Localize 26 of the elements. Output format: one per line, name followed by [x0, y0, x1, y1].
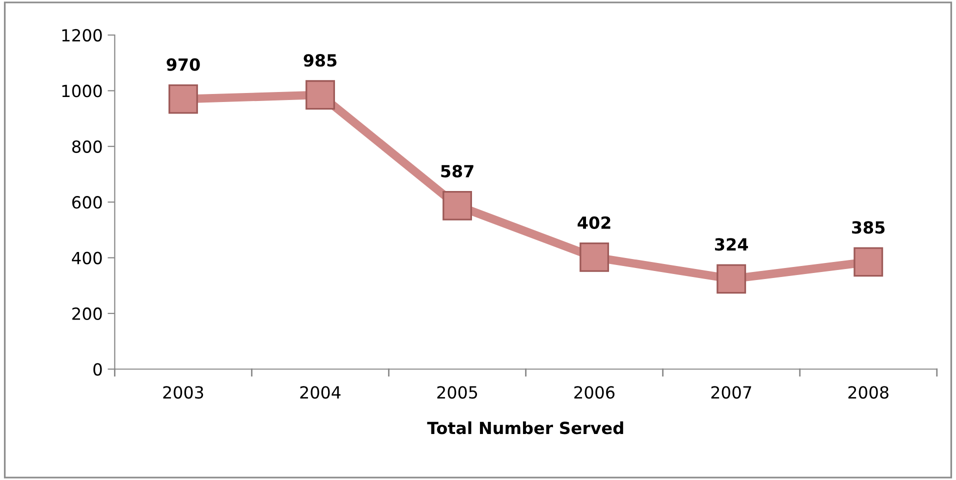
- y-tick-label: 800: [72, 140, 102, 153]
- data-label: 985: [304, 54, 336, 67]
- x-tick-label: 2004: [300, 386, 341, 399]
- y-tick-label: 0: [93, 363, 102, 376]
- x-axis-title: Total Number Served: [427, 421, 624, 434]
- y-tick-label: 200: [72, 307, 102, 320]
- x-tick-label: 2003: [163, 386, 204, 399]
- point: [306, 80, 335, 110]
- x-tick-label: 2007: [711, 386, 752, 399]
- x-tick-label: 2005: [437, 386, 478, 399]
- y-tick-label: 1200: [62, 29, 102, 42]
- x-tick-label: 2006: [574, 386, 614, 399]
- y-tick-label: 400: [72, 252, 102, 264]
- point: [580, 242, 610, 272]
- data-label: 385: [852, 221, 885, 234]
- data-label: 970: [166, 58, 200, 71]
- data-label: 324: [715, 238, 748, 251]
- point: [854, 247, 884, 277]
- y-tick-label: 1000: [62, 84, 102, 98]
- y-tick-label: 600: [72, 196, 102, 209]
- x-tick-label: 2008: [848, 386, 888, 399]
- point: [716, 264, 746, 294]
- point: [442, 190, 472, 220]
- data-label: 402: [578, 216, 610, 229]
- data-label: 587: [441, 164, 474, 178]
- point: [168, 84, 198, 114]
